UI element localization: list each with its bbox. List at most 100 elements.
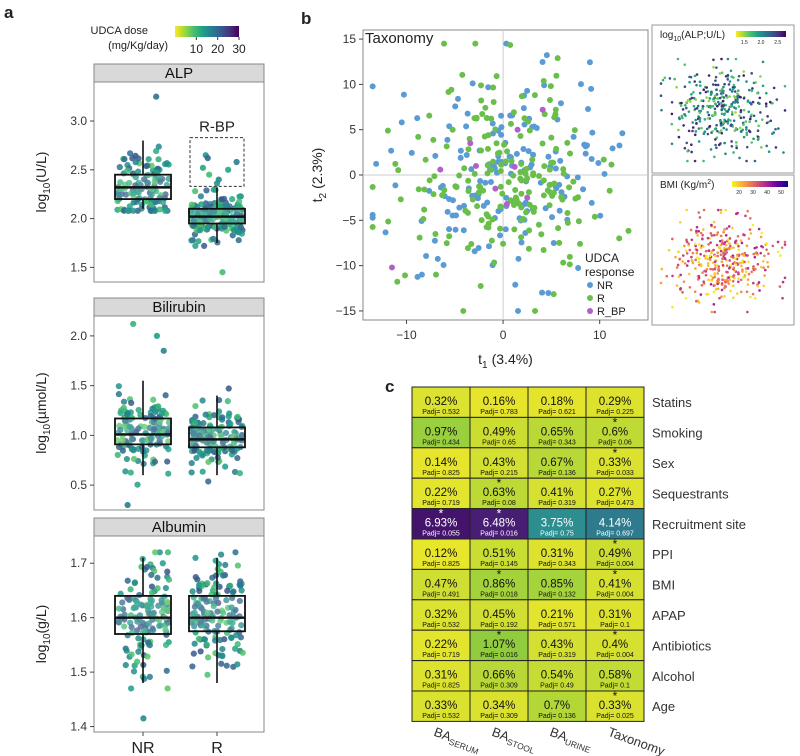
inset-point [737, 105, 741, 108]
data-point [188, 469, 195, 476]
heatmap-row-label: Sequestrants [652, 486, 729, 501]
inset-point [711, 83, 715, 86]
inset-point [753, 255, 757, 259]
point-nr [464, 110, 471, 117]
inset-point [693, 133, 697, 137]
inset-point [725, 251, 728, 254]
inset-point [783, 84, 787, 88]
legend-label-r: R [597, 293, 605, 305]
data-point [126, 179, 133, 187]
point-nr [506, 153, 513, 160]
heatmap-cell: 0.67%Padj= 0.136 [527, 447, 587, 479]
inset-point [694, 258, 697, 262]
inset-point [731, 284, 735, 288]
point-nr [616, 142, 623, 149]
inset-point [682, 124, 685, 127]
data-point [222, 463, 229, 470]
inset-point [767, 252, 770, 255]
heatmap-cell: *0.49%Padj= 0.004 [585, 537, 645, 570]
inset-point [729, 123, 733, 126]
data-point [156, 549, 163, 556]
y-tick-label: 1.5 [70, 665, 87, 679]
inset-point [707, 278, 710, 282]
heatmap-cell-bg [411, 599, 471, 631]
inset-point [768, 100, 772, 104]
inset-point [694, 130, 698, 133]
data-point [218, 551, 225, 558]
data-point [114, 451, 121, 459]
data-point [115, 443, 123, 451]
data-point [204, 671, 211, 678]
inset-point [741, 268, 744, 271]
inset-point [736, 234, 740, 238]
x-tick-label: 10 [593, 328, 607, 342]
point-r [540, 246, 547, 253]
point-r [555, 225, 562, 232]
data-point [133, 658, 141, 665]
data-point [133, 598, 140, 606]
data-point [132, 174, 139, 181]
inset-point [675, 284, 679, 287]
point-nr [440, 262, 447, 269]
data-point [194, 576, 201, 583]
inset-colorbar-tick: 50 [778, 190, 784, 196]
inset-colorbar-tick: 40 [764, 190, 770, 196]
data-point [188, 237, 195, 244]
heatmap-value: 0.12% [425, 548, 458, 560]
inset-point [730, 226, 734, 230]
inset-point [706, 236, 710, 240]
point-r [548, 159, 555, 166]
y-tick-label: 1.7 [70, 556, 87, 570]
data-point [141, 176, 148, 183]
column-label-main: BA [490, 724, 512, 744]
data-point [201, 242, 208, 250]
point-nr [497, 232, 504, 239]
y-label-main: t [309, 198, 325, 202]
inset-point [685, 264, 689, 267]
inset-point [719, 142, 722, 145]
strip-title: Bilirubin [152, 299, 205, 316]
inset-point [735, 146, 738, 150]
inset-point [702, 228, 705, 231]
point-nr [432, 152, 439, 159]
inset-point [671, 274, 674, 278]
inset-point [718, 296, 721, 300]
heatmap-cell-bg [469, 447, 529, 479]
data-point [230, 588, 237, 595]
inset-point [682, 280, 686, 283]
point-r [530, 172, 537, 179]
inset-point [670, 122, 674, 126]
data-point [199, 397, 206, 404]
point-nr [392, 182, 399, 189]
inset-point [720, 131, 724, 135]
inset-point [762, 284, 765, 288]
y-tick-label: 1.6 [70, 611, 87, 625]
inset-point [713, 94, 717, 98]
inset-point [738, 261, 742, 265]
inset-point [702, 132, 706, 136]
inset-point [719, 122, 723, 125]
heatmap-cell-bg [585, 690, 645, 722]
data-point [135, 168, 142, 175]
inset-point [698, 80, 702, 84]
x-group-label: R [211, 740, 223, 756]
heatmap-cell: 0.12%Padj= 0.825 [411, 538, 471, 570]
heatmap-padj: Padj= 0.473 [596, 500, 634, 507]
data-point-outlier [204, 154, 211, 162]
point-r [488, 166, 495, 173]
inset-point [739, 116, 743, 120]
inset-point [696, 278, 700, 281]
inset-point [687, 242, 690, 245]
point-r [567, 150, 574, 157]
data-point [122, 468, 129, 475]
inset-point [722, 96, 726, 99]
box-nr [114, 380, 172, 476]
inset-point [701, 245, 705, 248]
point-r [392, 160, 399, 167]
inset-point [714, 143, 717, 147]
x-tick-label: 0 [500, 328, 507, 342]
data-point [236, 193, 243, 200]
heatmap-row-label: BMI [652, 578, 675, 593]
inset-point [710, 274, 713, 278]
point-r_bp [467, 140, 474, 147]
